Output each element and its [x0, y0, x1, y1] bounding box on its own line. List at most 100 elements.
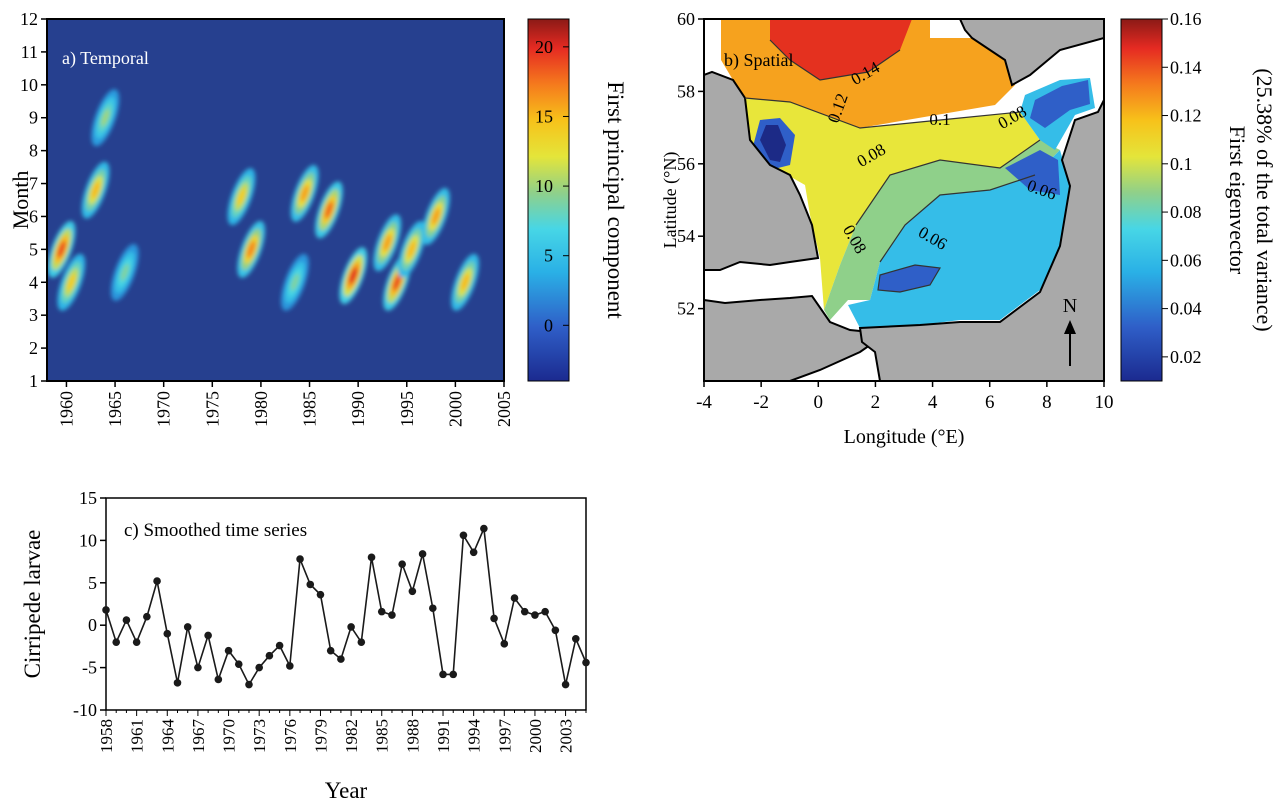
heatmap-ytick-label: 3: [29, 305, 38, 325]
map-ylabel: Latitude (°N): [660, 152, 681, 249]
timeseries-xtick-label: 1988: [403, 719, 422, 753]
timeseries-point: [245, 680, 253, 689]
colorbar-a-label: First principal component: [603, 81, 628, 319]
timeseries-ytick-label: -5: [82, 658, 97, 678]
contour-0.02-region-west: [760, 125, 786, 162]
timeseries-xtick-label: 1958: [97, 719, 116, 753]
heatmap-ytick-label: 2: [29, 338, 38, 358]
timeseries-point: [112, 638, 121, 646]
heatmap-xtick-label: 2005: [494, 391, 514, 427]
heatmap-ytick-label: 4: [29, 272, 38, 292]
timeseries-xtick-label: 1979: [311, 719, 330, 753]
contour-0.08-region: [824, 140, 1060, 320]
heatmap-xtick-label: 1990: [348, 391, 368, 427]
contour-0.04-region-east: [1030, 80, 1090, 128]
timeseries-point: [388, 611, 396, 619]
colorbar-b-label-line2: (25.38% of the total variance): [1252, 68, 1277, 331]
timeseries-point: [582, 658, 590, 667]
heatmap-xtick-label: 1995: [397, 391, 417, 427]
timeseries-point: [357, 638, 366, 646]
contour-0.04-region-se: [1005, 150, 1060, 195]
timeseries-x-axis: 1958 1961 1964 1967 1970 1973 1976 1979 1982 1985…: [97, 710, 587, 754]
timeseries-point: [255, 663, 263, 672]
colorbar-b-ticks: 0.02 0.04 0.06 0.08 0.1 0.12 0.14 0.16: [1162, 9, 1202, 367]
map-frame: [703, 18, 1105, 382]
timeseries-xtick-label: 1961: [128, 719, 147, 753]
timeseries-point: [153, 577, 161, 585]
contour-lines: [744, 39, 1041, 293]
map-xtick-label: 2: [871, 392, 881, 413]
timeseries-xtick-label: 1997: [495, 719, 514, 754]
colorbar-b-tick-label: 0.06: [1170, 250, 1202, 270]
timeseries-point: [459, 531, 468, 540]
map-y-axis: 52 54 56 58 60: [677, 9, 704, 319]
timeseries-point: [102, 606, 110, 614]
timeseries-xtick-label: 1994: [465, 719, 484, 754]
colorbar-a-tick-label: 10: [535, 176, 553, 196]
hotspot-14-layer-3: [431, 207, 441, 225]
timeseries-point: [224, 646, 233, 655]
hotspot-5-layer-3: [237, 188, 246, 206]
timeseries-point: [234, 660, 243, 669]
timeseries-point: [531, 611, 539, 619]
panel-c-timeseries: c) Smoothed time series -10 -5 0 5 10 15 1958…: [20, 488, 590, 803]
heatmap-ylabel: Month: [8, 171, 33, 230]
timeseries-xtick-label: 1967: [189, 719, 208, 754]
hotspot-2-layer-3: [91, 181, 100, 199]
heatmap-xtick-label: 1975: [202, 391, 222, 427]
hotspot-7-layer-3: [290, 273, 300, 291]
map-xtick-label: 4: [928, 392, 938, 413]
timeseries-point: [286, 662, 294, 670]
timeseries-point: [520, 607, 529, 616]
map-xtick-label: 8: [1042, 392, 1052, 413]
timeseries-point: [571, 634, 580, 643]
timeseries-ylabel: Cirripede larvae: [20, 530, 45, 679]
land-great-britain: [704, 70, 820, 271]
timeseries-line: [105, 525, 587, 687]
timeseries-point: [275, 641, 284, 650]
heatmap-xtick-label: 1980: [251, 391, 271, 427]
map-x-axis: -4 -2 0 2 4 6 8 10: [696, 381, 1114, 413]
colorbar-b-label-line1: First eigenvector: [1225, 126, 1250, 275]
colorbar-b: [1120, 18, 1163, 382]
timeseries-point: [480, 524, 488, 533]
colorbar-a-tick-label: 15: [535, 106, 553, 126]
hotspot-4-layer-3: [120, 263, 129, 281]
timeseries-point: [429, 604, 437, 613]
map-xtick-label: -2: [753, 392, 769, 413]
timeseries-point: [469, 548, 478, 557]
map-field: 0.140.12 0.1 0.080.080.060.060.08 b) Spati…: [704, 19, 1104, 381]
heatmap-ytick-label: 10: [20, 75, 38, 95]
colorbar-b-tick-label: 0.12: [1170, 106, 1202, 126]
timeseries-point: [449, 670, 458, 679]
timeseries-point: [194, 663, 202, 672]
timeseries-xtick-label: 1964: [158, 719, 177, 754]
timeseries-ytick-label: 15: [79, 488, 97, 508]
timeseries-point: [183, 623, 192, 631]
timeseries-point: [500, 640, 509, 648]
hotspot-12-layer-3: [392, 273, 402, 291]
hotspot-11-layer-3: [383, 234, 392, 252]
hotspot-1-layer-3: [67, 273, 76, 291]
timeseries-point: [490, 614, 498, 623]
heatmap-xtick-label: 1965: [105, 391, 125, 427]
timeseries-point: [510, 594, 519, 602]
heatmap-ytick-label: 1: [29, 371, 38, 391]
timeseries-ytick-label: -10: [73, 700, 97, 720]
timeseries-point: [296, 555, 304, 563]
panel-c-label: c) Smoothed time series: [124, 520, 307, 541]
north-label: N: [1063, 295, 1077, 317]
timeseries-ytick-label: 0: [88, 615, 97, 635]
colorbar-b-tick-label: 0.08: [1170, 202, 1202, 222]
timeseries-xlabel: Year: [325, 778, 368, 803]
timeseries-y-axis: -10 -5 0 5 10 15: [73, 488, 106, 720]
timeseries-point: [214, 675, 223, 684]
timeseries-point: [408, 587, 417, 596]
timeseries-point: [418, 550, 427, 558]
hotspot-13-layer-3: [407, 240, 416, 258]
timeseries-point: [347, 623, 355, 631]
timeseries-point: [551, 626, 560, 635]
